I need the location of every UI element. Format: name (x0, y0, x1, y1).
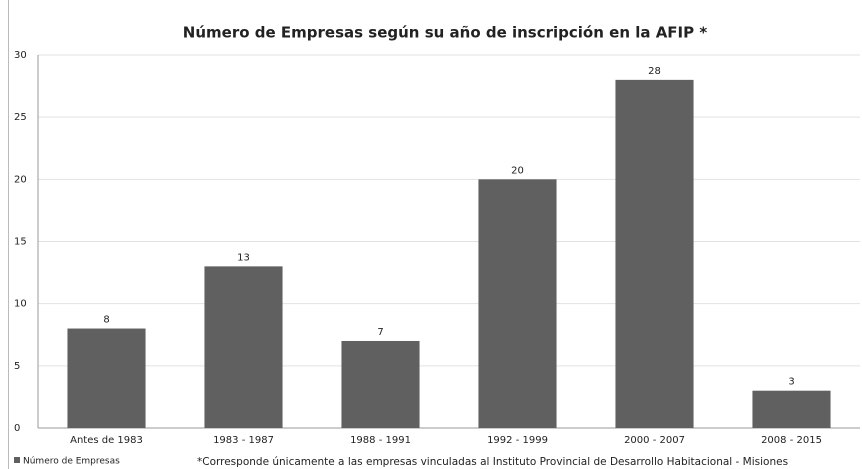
chart-title: Número de Empresas según su año de inscr… (183, 24, 708, 42)
y-tick-label: 15 (14, 237, 27, 248)
legend-swatch (14, 457, 20, 463)
y-tick-label: 10 (14, 299, 27, 310)
bar (752, 390, 831, 428)
value-label: 7 (377, 327, 383, 338)
footnote: *Corresponde únicamente a las empresas v… (197, 456, 788, 468)
value-label: 20 (511, 165, 524, 176)
value-label: 3 (788, 377, 794, 388)
bar (67, 328, 146, 428)
y-tick-label: 0 (14, 423, 20, 434)
x-tick-label: Antes de 1983 (70, 435, 143, 446)
y-tick-label: 20 (14, 174, 27, 185)
bar (615, 79, 694, 428)
y-tick-label: 5 (14, 361, 20, 372)
bar (478, 179, 557, 428)
value-label: 28 (648, 66, 661, 77)
legend-label: Número de Empresas (23, 457, 120, 467)
bar (204, 266, 283, 428)
bar (341, 340, 420, 428)
x-tick-label: 2008 - 2015 (761, 435, 822, 446)
x-tick-label: 1992 - 1999 (487, 435, 548, 446)
x-tick-label: 1983 - 1987 (213, 435, 274, 446)
y-tick-label: 30 (14, 50, 27, 61)
x-tick-label: 2000 - 2007 (624, 435, 685, 446)
value-label: 13 (237, 252, 250, 263)
x-tick-label: 1988 - 1991 (350, 435, 411, 446)
y-tick-label: 25 (14, 112, 27, 123)
value-label: 8 (103, 315, 109, 326)
